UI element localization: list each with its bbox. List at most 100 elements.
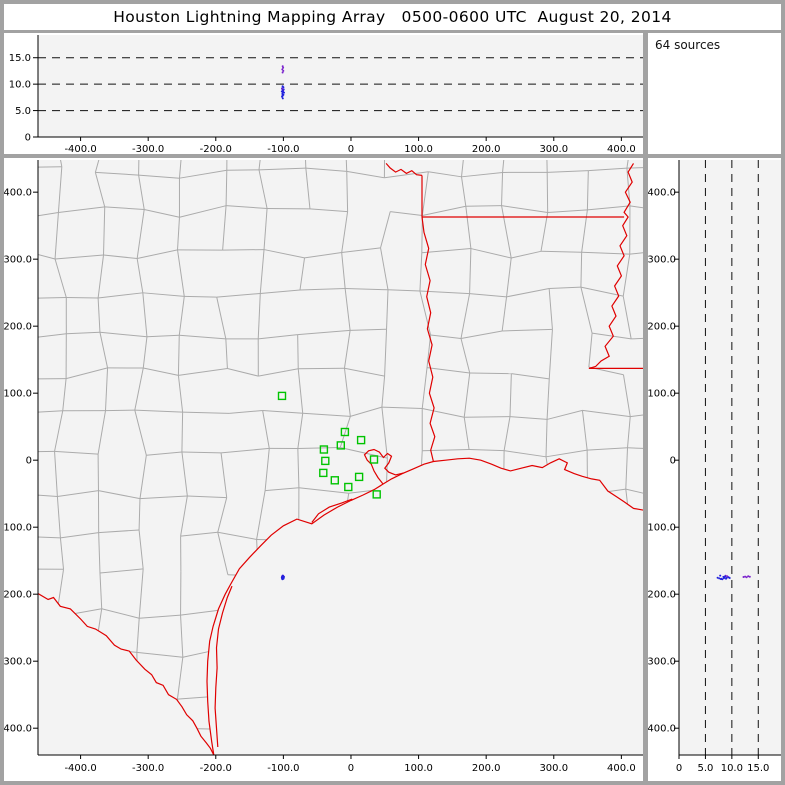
flash-point — [282, 66, 285, 69]
axis-tick-label: 15.0 — [747, 763, 769, 774]
axis-tick-label: 200.0 — [472, 144, 501, 154]
sources-count-panel: 64 sources — [648, 33, 781, 154]
altitude-east-west-panel: 0 5.0 10.0 15.0 -400.0 -300.0 -200.0 -100.0 0 100… — [4, 33, 643, 154]
border-red-river — [385, 163, 423, 176]
flash-point — [726, 575, 729, 578]
axis-tick-label: 0 — [348, 763, 354, 774]
sources-count-label: 64 sources — [655, 38, 721, 52]
state-borders — [38, 163, 643, 755]
flash-point — [744, 575, 747, 578]
axis-tick-label: -200.0 — [200, 763, 232, 774]
axis-tick-label: 400.0 — [607, 763, 636, 774]
flash-point — [716, 576, 719, 579]
axis-tick-label: 10.0 — [9, 80, 31, 91]
mexico-region — [38, 593, 214, 755]
axis-tick-label: 0 — [676, 763, 682, 774]
altitude-ew-chart: 0 5.0 10.0 15.0 -400.0 -300.0 -200.0 -100.0 0 100… — [9, 35, 643, 154]
axis-tick-label: -100.0 — [648, 523, 676, 534]
flash-point — [281, 576, 284, 579]
axis-tick-label: -100.0 — [267, 763, 299, 774]
axis-tick-label: 300.0 — [4, 255, 32, 266]
axis-tick-label: -200.0 — [4, 590, 32, 601]
flash-point — [725, 577, 727, 580]
border-gulf-coast — [206, 457, 643, 755]
station-marker — [372, 490, 381, 499]
flash-point — [281, 68, 284, 71]
station-marker — [277, 391, 287, 401]
axis-tick-label: 100.0 — [404, 763, 433, 774]
map-layers — [38, 160, 643, 755]
flash-point — [718, 577, 721, 580]
station-marker — [336, 441, 345, 450]
axis-tick-label: 100.0 — [4, 389, 32, 400]
axis-tick-label: -400.0 — [4, 724, 32, 735]
axis-tick-label: -300.0 — [4, 657, 32, 668]
axis-tick-label: -300.0 — [132, 763, 164, 774]
axis-tick-label: -100.0 — [4, 523, 32, 534]
border-matagorda-bay-inner — [311, 498, 353, 523]
station-marker — [344, 482, 353, 492]
axis-tick-label: -400.0 — [64, 763, 96, 774]
axis-tick-label: -200.0 — [200, 144, 232, 154]
plot-background — [38, 35, 643, 137]
flash-point — [281, 95, 283, 98]
axis-tick-label: 5.0 — [697, 763, 713, 774]
border-galveston-bay — [363, 448, 404, 484]
flash-point — [282, 69, 285, 72]
axis-tick-label: -200.0 — [648, 590, 676, 601]
axis-tick-label: 400.0 — [4, 188, 32, 199]
border-mississippi-river — [588, 163, 635, 369]
axis-tick-label: 0 — [25, 133, 31, 144]
axis-tick-label: 200.0 — [648, 322, 676, 333]
axis-tick-label: -300.0 — [648, 657, 676, 668]
station-marker — [356, 435, 366, 445]
station-marker — [330, 476, 339, 485]
plan-view-map-chart: 400.0 300.0 200.0 100.0 0 -100.0 -200.0 -300.0 -… — [4, 160, 643, 774]
flash-point — [281, 65, 284, 68]
axis-tick-label: -100.0 — [267, 144, 299, 154]
plot-title: Houston Lightning Mapping Array 0500-060… — [113, 8, 672, 26]
border-rio-grande — [38, 592, 215, 755]
axis-tick-label: 10.0 — [721, 763, 743, 774]
station-markers — [277, 391, 381, 499]
axis-tick-label: 300.0 — [539, 763, 568, 774]
axis-tick-label: -300.0 — [132, 144, 164, 154]
plan-view-map-panel: 400.0 300.0 200.0 100.0 0 -100.0 -200.0 -300.0 -… — [4, 158, 643, 781]
flash-point — [745, 576, 748, 579]
flash-point — [719, 574, 722, 577]
axis-tick-label: 300.0 — [539, 144, 568, 154]
axis-tick-label: 100.0 — [648, 389, 676, 400]
axis-tick-label: 200.0 — [472, 763, 501, 774]
flash-point — [748, 575, 751, 578]
flash-point — [281, 97, 284, 100]
flash-point — [742, 576, 745, 578]
axis-tick-label: 15.0 — [9, 53, 31, 64]
axis-tick-label: -400.0 — [648, 724, 676, 735]
axis-tick-label: 0 — [348, 144, 354, 154]
altitude-ns-chart: 400.0 300.0 200.0 100.0 0 -100.0 -200.0 -300.0 -… — [648, 160, 781, 774]
station-marker — [354, 472, 364, 482]
flash-point — [283, 91, 285, 94]
flash-point — [281, 574, 284, 577]
axis-tick-label: 0 — [670, 456, 676, 467]
station-marker — [319, 468, 328, 478]
border-sabine-river — [421, 216, 436, 462]
flash-point — [719, 578, 722, 580]
axis-tick-label: 5.0 — [15, 106, 31, 117]
axis-tick-label: 400.0 — [607, 144, 636, 154]
gulf-of-mexico — [207, 458, 643, 755]
station-marker — [319, 445, 329, 454]
flash-point — [747, 575, 750, 578]
altitude-north-south-panel: 400.0 300.0 200.0 100.0 0 -100.0 -200.0 -300.0 -… — [648, 158, 781, 781]
axis-tick-label: 100.0 — [404, 144, 433, 154]
flash-point — [282, 86, 285, 89]
plot-background — [679, 160, 781, 755]
station-marker — [321, 456, 330, 466]
axis-tick-label: 0 — [26, 456, 32, 467]
axis-tick-label: 300.0 — [648, 255, 676, 266]
station-marker — [369, 455, 379, 464]
title-bar: Houston Lightning Mapping Array 0500-060… — [4, 4, 781, 30]
axis-tick-label: 200.0 — [4, 322, 32, 333]
station-marker — [340, 427, 350, 437]
